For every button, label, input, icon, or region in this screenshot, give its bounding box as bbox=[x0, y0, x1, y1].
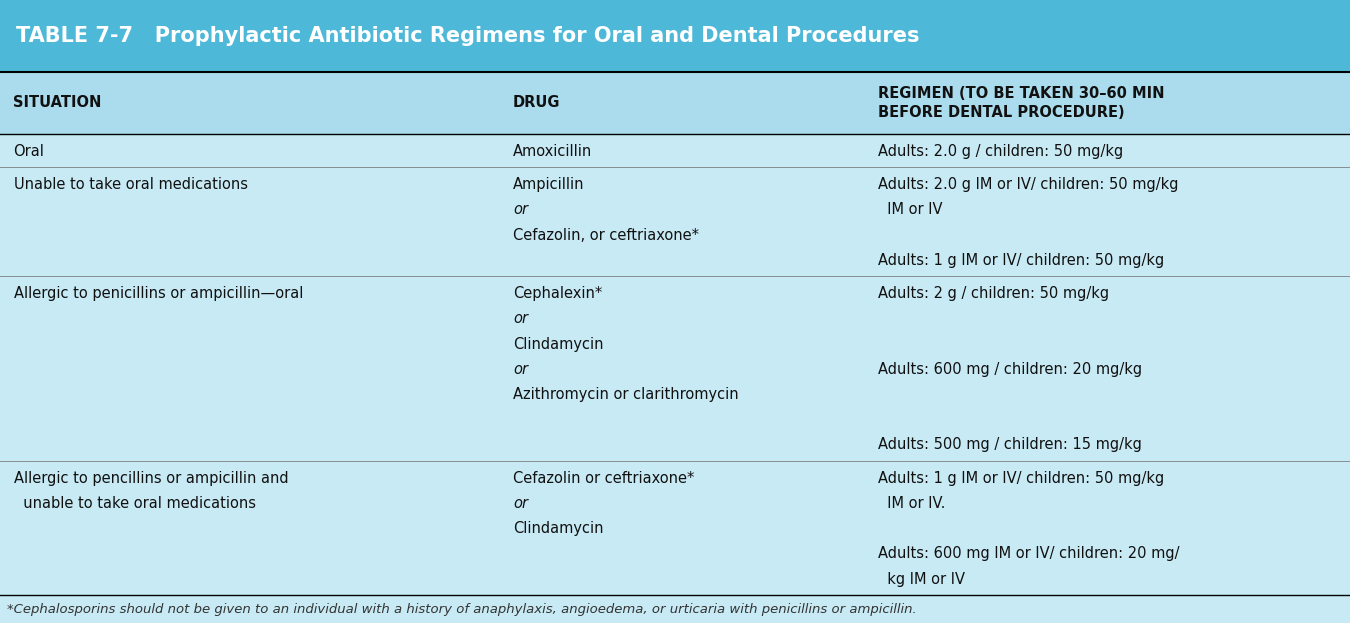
Text: Unable to take oral medications: Unable to take oral medications bbox=[14, 177, 247, 193]
Text: Clindamycin: Clindamycin bbox=[513, 336, 603, 351]
Text: Allergic to pencillins or ampicillin and: Allergic to pencillins or ampicillin and bbox=[14, 471, 288, 486]
Text: Adults: 2.0 g / children: 50 mg/kg: Adults: 2.0 g / children: 50 mg/kg bbox=[878, 144, 1123, 159]
Text: Adults: 500 mg / children: 15 mg/kg: Adults: 500 mg / children: 15 mg/kg bbox=[878, 437, 1141, 452]
Text: Adults: 2 g / children: 50 mg/kg: Adults: 2 g / children: 50 mg/kg bbox=[878, 286, 1108, 301]
Text: or: or bbox=[513, 496, 528, 511]
FancyBboxPatch shape bbox=[0, 72, 1350, 595]
Text: Cephalexin*: Cephalexin* bbox=[513, 286, 602, 301]
Text: Ampicillin: Ampicillin bbox=[513, 177, 585, 193]
Text: Allergic to penicillins or ampicillin—oral: Allergic to penicillins or ampicillin—or… bbox=[14, 286, 302, 301]
Text: *Cephalosporins should not be given to an individual with a history of anaphylax: *Cephalosporins should not be given to a… bbox=[7, 603, 917, 616]
Text: DRUG: DRUG bbox=[513, 95, 560, 110]
Text: Adults: 600 mg IM or IV/ children: 20 mg/: Adults: 600 mg IM or IV/ children: 20 mg… bbox=[878, 546, 1179, 561]
Text: Adults: 2.0 g IM or IV/ children: 50 mg/kg: Adults: 2.0 g IM or IV/ children: 50 mg/… bbox=[878, 177, 1179, 193]
Text: unable to take oral medications: unable to take oral medications bbox=[14, 496, 255, 511]
FancyBboxPatch shape bbox=[0, 0, 1350, 72]
Text: Amoxicillin: Amoxicillin bbox=[513, 144, 593, 159]
Text: Cefazolin, or ceftriaxone*: Cefazolin, or ceftriaxone* bbox=[513, 227, 699, 242]
Text: IM or IV: IM or IV bbox=[878, 202, 942, 217]
Text: or: or bbox=[513, 202, 528, 217]
Text: Clindamycin: Clindamycin bbox=[513, 521, 603, 536]
Text: kg IM or IV: kg IM or IV bbox=[878, 572, 964, 587]
Text: or: or bbox=[513, 312, 528, 326]
Text: or: or bbox=[513, 362, 528, 377]
Text: Azithromycin or clarithromycin: Azithromycin or clarithromycin bbox=[513, 387, 738, 402]
Text: REGIMEN (TO BE TAKEN 30–60 MIN
BEFORE DENTAL PROCEDURE): REGIMEN (TO BE TAKEN 30–60 MIN BEFORE DE… bbox=[878, 86, 1164, 120]
Text: Adults: 1 g IM or IV/ children: 50 mg/kg: Adults: 1 g IM or IV/ children: 50 mg/kg bbox=[878, 471, 1164, 486]
Text: Oral: Oral bbox=[14, 144, 45, 159]
Text: SITUATION: SITUATION bbox=[14, 95, 101, 110]
Text: Cefazolin or ceftriaxone*: Cefazolin or ceftriaxone* bbox=[513, 471, 694, 486]
Text: Adults: 600 mg / children: 20 mg/kg: Adults: 600 mg / children: 20 mg/kg bbox=[878, 362, 1142, 377]
Text: TABLE 7-7   Prophylactic Antibiotic Regimens for Oral and Dental Procedures: TABLE 7-7 Prophylactic Antibiotic Regime… bbox=[16, 26, 919, 46]
FancyBboxPatch shape bbox=[0, 72, 1350, 134]
Text: IM or IV.: IM or IV. bbox=[878, 496, 945, 511]
Text: Adults: 1 g IM or IV/ children: 50 mg/kg: Adults: 1 g IM or IV/ children: 50 mg/kg bbox=[878, 253, 1164, 268]
